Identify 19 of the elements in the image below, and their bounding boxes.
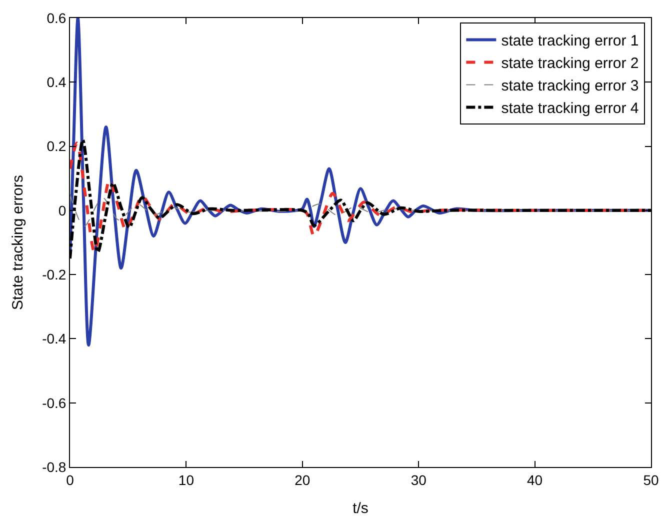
y-tick-label: -0.4 [42,330,66,347]
legend-label: state tracking error 4 [501,100,639,118]
legend-label: state tracking error 1 [501,32,639,50]
legend-label: state tracking error 2 [501,55,639,72]
x-tick-label: 40 [527,472,543,488]
x-tick-label: 10 [178,472,194,488]
y-tick-label: 0.6 [46,10,66,26]
x-tick-label: 30 [410,472,427,488]
y-tick-label: -0.8 [42,458,66,475]
y-tick-label: -0.2 [42,266,66,282]
y-tick-label: 0 [58,202,66,218]
y-axis-title: State tracking errors [9,174,26,310]
y-tick-label: 0.4 [46,74,66,90]
y-tick-label: 0.2 [46,138,66,154]
x-tick-label: 50 [643,472,659,488]
x-axis-title: t/s [352,500,368,517]
legend-label: state tracking error 3 [501,78,639,95]
x-tick-label: 20 [294,472,310,488]
y-tick-label: -0.6 [42,394,66,411]
